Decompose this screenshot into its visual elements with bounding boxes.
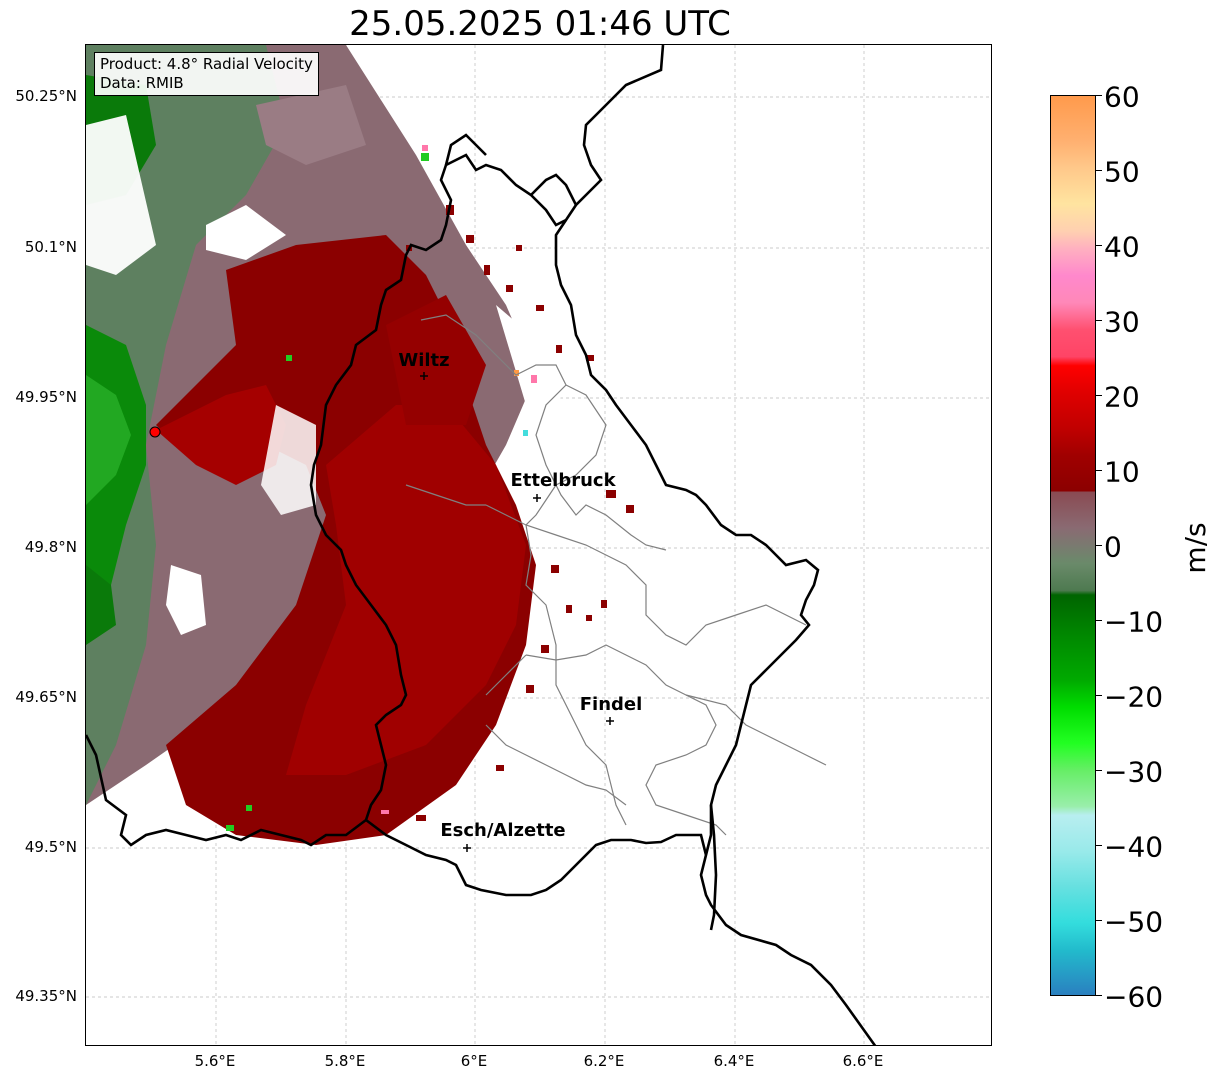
colorbar-tick: 30 bbox=[1104, 305, 1140, 339]
data-source-label: Data: RMIB bbox=[100, 74, 184, 92]
lon-label: 6.2°E bbox=[583, 1052, 625, 1070]
lat-label: 50.25°N bbox=[15, 87, 77, 105]
colorbar-tick: −20 bbox=[1104, 680, 1164, 714]
lat-label: 49.35°N bbox=[15, 987, 77, 1005]
lat-label: 49.5°N bbox=[24, 838, 77, 856]
lon-label: 6.6°E bbox=[842, 1052, 884, 1070]
colorbar-tick: 40 bbox=[1104, 230, 1140, 264]
colorbar bbox=[1050, 95, 1096, 996]
radar-site-marker bbox=[149, 426, 161, 438]
lon-label: 6.4°E bbox=[713, 1052, 755, 1070]
colorbar-tick: −10 bbox=[1104, 605, 1164, 639]
lon-label: 5.6°E bbox=[194, 1052, 236, 1070]
city-label-esch: Esch/Alzette bbox=[440, 820, 566, 841]
product-label: Product: 4.8° Radial Velocity bbox=[100, 55, 313, 73]
colorbar-tick: 10 bbox=[1104, 455, 1140, 489]
map-title: 25.05.2025 01:46 UTC bbox=[349, 4, 731, 44]
city-label-ettelbruck: Ettelbruck bbox=[510, 470, 616, 491]
canton-boundaries bbox=[405, 314, 827, 836]
lon-label: 5.8°E bbox=[324, 1052, 366, 1070]
lat-label: 49.8°N bbox=[24, 538, 77, 556]
national-borders bbox=[86, 45, 877, 1045]
lat-label: 49.95°N bbox=[15, 388, 77, 406]
colorbar-tick: 0 bbox=[1104, 530, 1122, 564]
colorbar-unit: m/s bbox=[1179, 522, 1207, 574]
velocity-field bbox=[86, 45, 634, 845]
lon-label: 6°E bbox=[460, 1052, 488, 1070]
colorbar-tick: 60 bbox=[1104, 80, 1140, 114]
lat-label: 49.65°N bbox=[15, 688, 77, 706]
colorbar-tick: −60 bbox=[1104, 980, 1164, 1014]
colorbar-tick: 20 bbox=[1104, 380, 1140, 414]
colorbar-tick: −50 bbox=[1104, 905, 1164, 939]
colorbar-tick: −30 bbox=[1104, 755, 1164, 789]
info-box: Product: 4.8° Radial Velocity Data: RMIB bbox=[94, 52, 319, 96]
radar-map[interactable] bbox=[85, 44, 992, 1046]
lat-label: 50.1°N bbox=[24, 238, 77, 256]
radar-map-canvas bbox=[86, 45, 991, 1045]
colorbar-tick: 50 bbox=[1104, 155, 1140, 189]
city-label-wiltz: Wiltz bbox=[398, 350, 450, 371]
colorbar-tick: −40 bbox=[1104, 830, 1164, 864]
city-label-findel: Findel bbox=[579, 694, 643, 715]
